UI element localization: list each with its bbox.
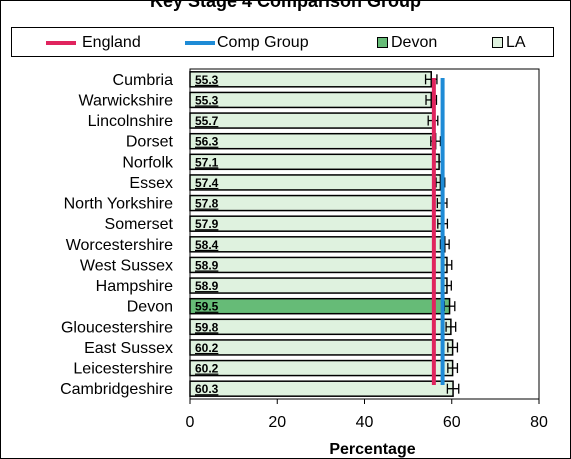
category-label: Norfolk [122,154,174,171]
value-label: 59.5 [195,300,219,314]
value-label: 55.7 [195,114,219,128]
bars-group [189,71,454,397]
bar-norfolk [189,153,440,171]
category-label: Dorset [126,134,174,151]
bar-devon [189,297,451,315]
bar-north-yorkshire [189,194,443,212]
value-label: 60.3 [195,382,219,396]
bar-warwickshire [189,91,432,109]
category-label: East Sussex [84,340,173,357]
x-axis-label: Percentage [329,441,415,458]
bar-dorset [189,132,437,150]
legend-swatch-comp-group [185,40,215,45]
bar-hampshire [189,277,448,294]
bar-gloucestershire [189,318,452,336]
bar-west-sussex [189,256,448,274]
category-label: Leicestershire [73,361,173,378]
x-tick-label: 0 [186,414,195,431]
value-label: 57.8 [195,197,219,211]
category-label: Worcestershire [66,237,173,254]
category-label: Essex [129,175,173,192]
legend-item-devon: Devon [377,34,437,52]
bar-cumbria [189,71,432,88]
bar-leicestershire [189,359,454,377]
category-label: Gloucestershire [61,319,173,336]
legend-swatch-england [46,40,76,45]
x-ticks-group: 0 20 40 60 80 [186,399,548,431]
bar-east-sussex [189,339,454,356]
category-label: Hampshire [96,278,173,295]
category-labels-group: Cumbria Warwickshire Lincolnshire Dorset Nor… [60,72,174,398]
value-label: 55.3 [195,93,219,107]
bar-somerset [189,215,444,232]
x-tick-label: 40 [356,414,374,431]
legend-item-england: England [46,34,141,52]
value-label: 55.3 [195,73,219,87]
value-label: 56.3 [195,135,219,149]
category-label: Devon [127,299,173,316]
value-label: 57.1 [195,155,219,169]
value-label: 58.4 [195,238,219,252]
chart-title: Key Stage 4 Comparison Group [149,0,422,11]
value-label: 57.4 [195,176,219,190]
category-label: Cumbria [113,72,174,89]
x-tick-label: 80 [530,414,548,431]
category-label: Warwickshire [78,92,173,109]
value-label: 60.2 [195,341,219,355]
category-label: North Yorkshire [64,196,173,213]
bar-essex [189,174,442,191]
x-tick-label: 20 [268,414,286,431]
reference-lines-group [431,78,445,385]
legend-label-la: LA [506,34,526,51]
category-label: Somerset [105,216,174,233]
x-tick-label: 60 [443,414,461,431]
value-label: 59.8 [195,320,219,334]
legend: England Comp Group Devon LA [11,27,554,57]
bar-worcestershire [189,236,446,253]
legend-label-devon: Devon [391,34,438,51]
category-label: Lincolnshire [88,113,173,130]
bar-lincolnshire [189,112,434,129]
bar-cambridgeshire [189,380,454,397]
legend-swatch-la [492,37,503,49]
value-label: 58.9 [195,258,219,272]
value-label: 60.2 [195,362,219,376]
legend-item-la: LA [492,34,526,52]
value-label: 57.9 [195,217,219,231]
legend-label-england: England [82,34,141,51]
legend-item-comp-group: Comp Group [185,34,309,52]
legend-swatch-devon [377,37,388,49]
category-label: West Sussex [80,257,173,274]
value-labels-group: 55.3 55.3 55.7 56.3 57.1 57.4 57.8 57.9 58.4 58.9… [195,73,219,396]
legend-label-comp-group: Comp Group [217,34,309,51]
category-label: Cambridgeshire [60,381,173,398]
value-label: 58.9 [195,279,219,293]
